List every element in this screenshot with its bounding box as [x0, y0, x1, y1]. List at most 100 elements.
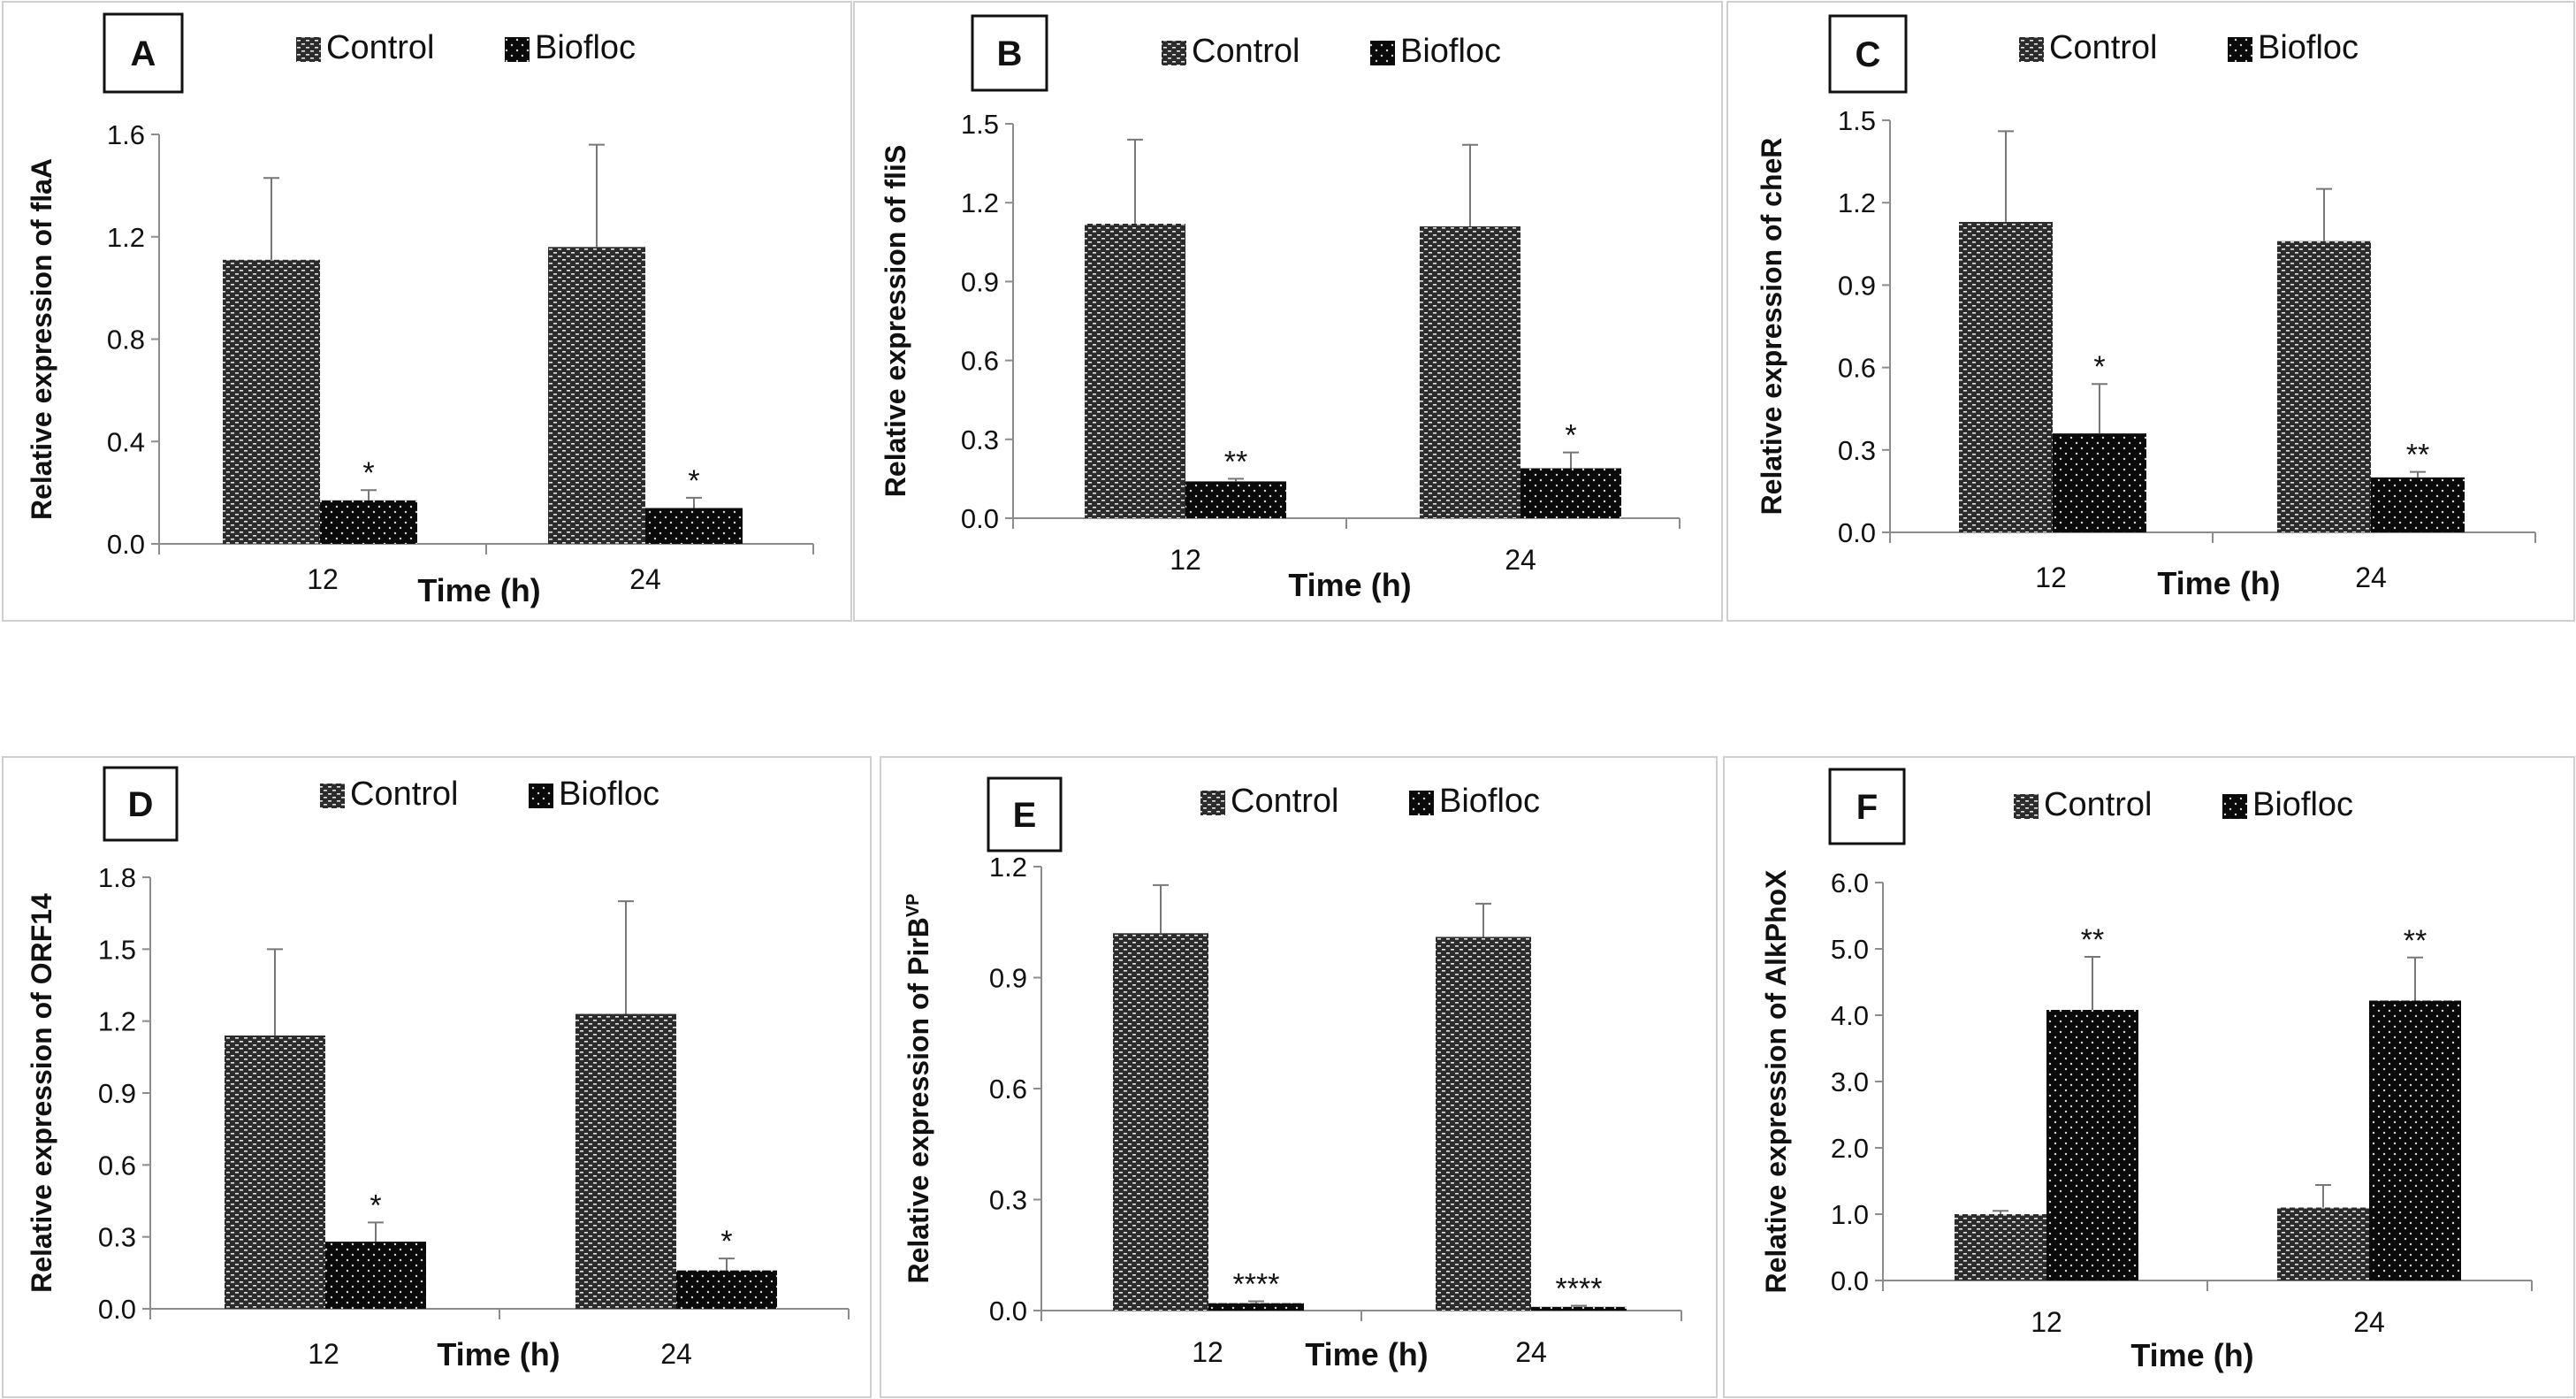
y-tick-label: 1.5	[1838, 105, 1876, 136]
panel-label-box	[971, 14, 1048, 92]
x-tick-label: 24	[629, 563, 661, 595]
y-tick-label: 0.0	[1838, 517, 1876, 548]
x-tick-label: 12	[1170, 544, 1201, 576]
bar-biofloc-24	[676, 1270, 777, 1309]
y-tick-label: 0.8	[107, 325, 145, 355]
bar-biofloc-12	[1208, 1303, 1304, 1311]
legend-label-control: Control	[2044, 786, 2153, 823]
legend-swatch-biofloc	[1370, 41, 1395, 65]
x-tick-label: 12	[2031, 1306, 2062, 1338]
y-tick-label: 0.9	[1838, 270, 1876, 301]
legend-label-biofloc: Biofloc	[2258, 29, 2359, 66]
legend-swatch-biofloc	[505, 37, 530, 62]
y-tick-label: 1.2	[989, 852, 1027, 883]
bar-biofloc-12	[2046, 1010, 2138, 1281]
x-tick-label: 24	[1505, 544, 1536, 576]
x-axis-title: Time (h)	[1305, 1336, 1428, 1372]
x-tick-label: 24	[660, 1338, 692, 1370]
y-tick-label: 1.8	[98, 862, 136, 893]
chart-panel-e: E Control Biofloc 0.0 0.3 0.6 0.9 1.2 **** 12 ****…	[880, 756, 1718, 1398]
panel-label: A	[131, 34, 156, 73]
y-tick-label: 0.0	[107, 529, 145, 560]
significance-mark: *	[1565, 419, 1576, 453]
y-axis-title: Relative expression of AlkPhoX	[1760, 869, 1792, 1294]
y-tick-label: 0.0	[98, 1294, 136, 1325]
chart-panel-f: F Control Biofloc 0.0 1.0 2.0 3.0 4.0 5.0 6.0 ** 12…	[1723, 756, 2575, 1398]
panel-label-box	[103, 766, 179, 842]
y-tick-label: 0.3	[98, 1222, 136, 1253]
significance-mark: *	[362, 456, 374, 490]
legend-label-control: Control	[350, 776, 459, 813]
y-axis-title: Relative expression of fliS	[880, 145, 911, 497]
legend-swatch-biofloc	[1409, 791, 1434, 815]
legend-swatch-control	[296, 37, 321, 62]
y-tick-label: 0.9	[961, 266, 999, 297]
y-tick-label: 0.9	[989, 963, 1027, 994]
x-tick-label: 12	[2035, 562, 2067, 593]
legend-label-biofloc: Biofloc	[1400, 33, 1501, 70]
significance-mark: *	[720, 1225, 732, 1258]
panel-frame	[2, 756, 872, 1398]
legend-label-control: Control	[1192, 33, 1300, 70]
panel-label-box	[1828, 14, 1908, 94]
panel-frame	[1726, 1, 2575, 622]
y-tick-label: 1.5	[98, 934, 136, 965]
y-tick-label: 0.0	[961, 503, 999, 534]
y-tick-label: 1.2	[107, 222, 145, 253]
x-tick-label: 12	[1192, 1336, 1223, 1368]
y-axis-title: Relative expression of ORF14	[26, 893, 57, 1293]
y-tick-label: 0.6	[961, 346, 999, 377]
x-axis-title: Time (h)	[437, 1336, 560, 1372]
significance-mark: **	[1224, 445, 1247, 478]
legend-label-control: Control	[326, 29, 435, 66]
panel-frame	[2, 1, 852, 622]
legend-label-biofloc: Biofloc	[559, 776, 659, 813]
y-tick-label: 0.3	[1838, 435, 1876, 466]
y-tick-label: 0.6	[989, 1074, 1027, 1105]
significance-mark: *	[688, 464, 699, 498]
bar-control-24	[2277, 1207, 2369, 1281]
bar-biofloc-12	[320, 500, 417, 544]
y-tick-label: 0.0	[1831, 1265, 1869, 1296]
legend-swatch-control	[2019, 37, 2044, 62]
x-tick-label: 24	[2355, 562, 2387, 593]
panel-label: D	[128, 785, 154, 824]
bar-control-24	[548, 247, 645, 544]
legend-swatch-biofloc	[2222, 794, 2247, 819]
y-tick-label: 1.2	[1838, 187, 1876, 218]
legend-swatch-control	[1200, 791, 1225, 815]
significance-mark: ****	[1556, 1273, 1603, 1306]
panel-label-box	[1828, 768, 1906, 845]
bar-control-12	[1955, 1214, 2046, 1281]
legend-label-biofloc: Biofloc	[1439, 783, 1540, 820]
legend-swatch-control	[2014, 794, 2039, 819]
y-tick-label: 0.3	[989, 1185, 1027, 1216]
y-tick-label: 0.0	[989, 1296, 1027, 1326]
legend-label-control: Control	[1231, 783, 1339, 820]
bar-control-12	[1959, 221, 2053, 533]
bar-biofloc-24	[2371, 477, 2465, 532]
chart-panel-d: D Control Biofloc 0.0 0.3 0.6 0.9 1.2 1.5 1.8 * 12 *…	[2, 756, 872, 1398]
x-axis-title: Time (h)	[2130, 1337, 2253, 1373]
y-tick-label: 0.3	[961, 424, 999, 455]
x-tick-label: 24	[2353, 1306, 2385, 1338]
significance-mark: **	[2404, 924, 2427, 958]
panel-frame	[1723, 756, 2575, 1398]
legend-label-biofloc: Biofloc	[2252, 786, 2353, 823]
panel-label: B	[997, 34, 1023, 73]
panel-label: F	[1856, 788, 1878, 827]
y-tick-label: 1.5	[961, 109, 999, 140]
x-axis-title: Time (h)	[417, 572, 540, 608]
y-tick-label: 1.0	[1831, 1199, 1869, 1230]
y-tick-label: 0.6	[1838, 353, 1876, 384]
y-tick-label: 1.2	[98, 1006, 136, 1037]
x-tick-label: 12	[307, 563, 339, 595]
bar-control-24	[2277, 241, 2371, 532]
bar-biofloc-12	[325, 1242, 426, 1309]
panel-label-box	[987, 776, 1063, 852]
significance-mark: *	[2093, 350, 2105, 384]
panel-label-box	[103, 12, 184, 94]
legend-swatch-control	[1162, 41, 1186, 65]
y-tick-label: 2.0	[1831, 1133, 1869, 1164]
